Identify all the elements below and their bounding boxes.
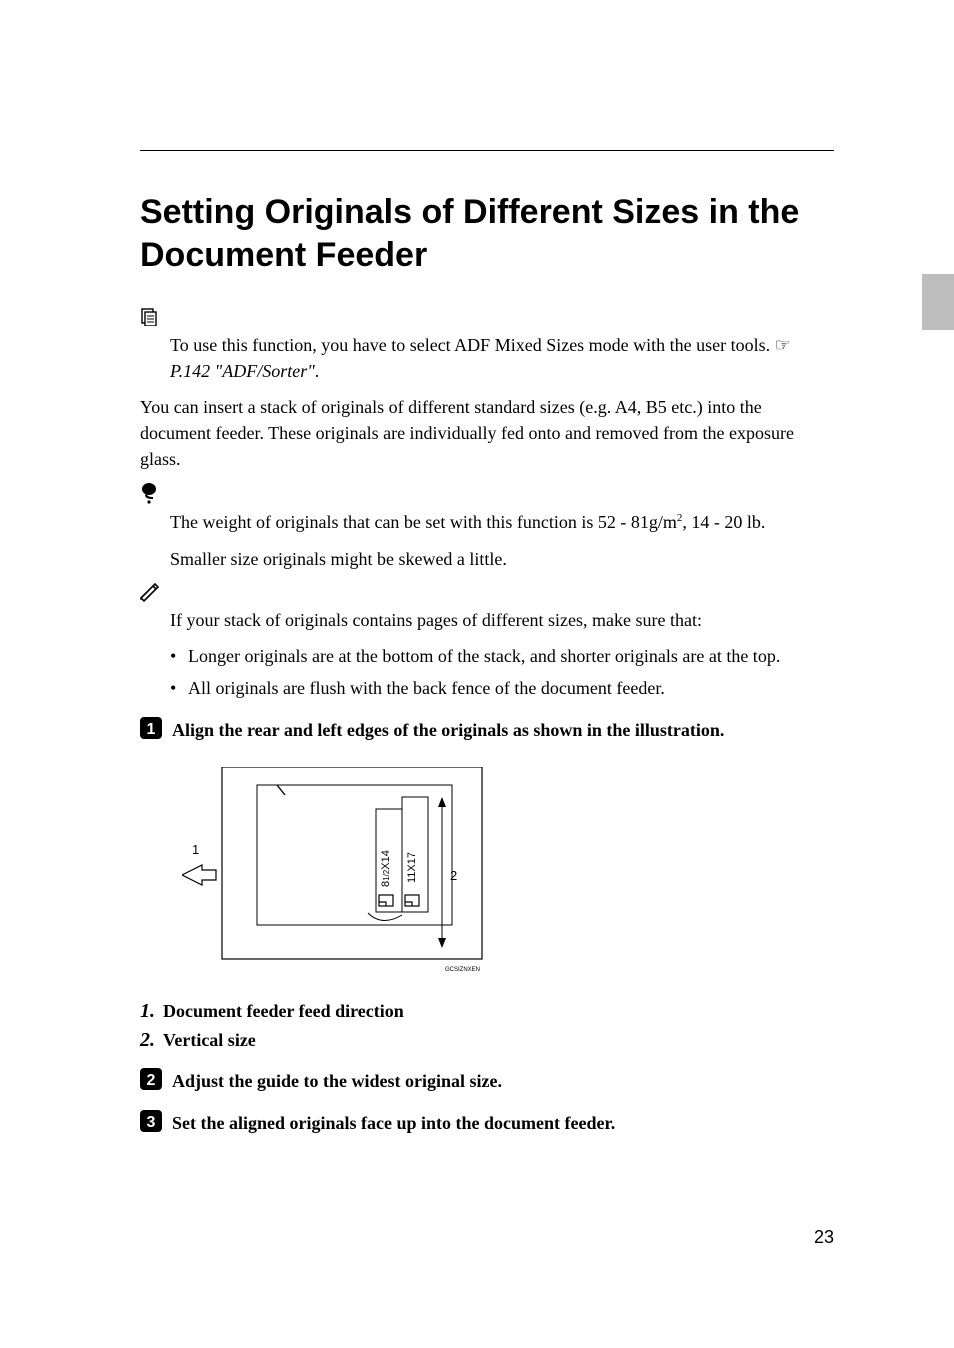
preparation-icon — [140, 308, 158, 326]
page-content: Setting Originals of Different Sizes in … — [0, 0, 954, 1207]
limitation-line2: Smaller size originals might be skewed a… — [170, 546, 834, 572]
limitation-block: The weight of originals that can be set … — [140, 509, 834, 571]
limitation-icon — [140, 482, 158, 500]
note-icon — [140, 582, 158, 600]
step-2-text: Adjust the guide to the widest original … — [172, 1068, 502, 1094]
svg-text:2: 2 — [147, 1072, 156, 1089]
page-number: 23 — [814, 1227, 834, 1248]
legend-num-2: 2. — [140, 1029, 155, 1052]
legend-text-2: Vertical size — [163, 1030, 256, 1051]
legend-text-1: Document feeder feed direction — [163, 1001, 404, 1022]
intro-paragraph: You can insert a stack of originals of d… — [140, 394, 834, 472]
step-3: 3 Set the aligned originals face up into… — [140, 1110, 834, 1136]
note-block: If your stack of originals contains page… — [140, 607, 834, 633]
step-2-icon: 2 — [140, 1068, 162, 1090]
bullet-1: Longer originals are at the bottom of th… — [188, 643, 834, 669]
diag-label-1: 1 — [192, 842, 199, 857]
diag-label-2: 2 — [450, 868, 457, 883]
legend-num-1: 1. — [140, 1000, 155, 1023]
paper-label-2: 11X17 — [406, 852, 418, 883]
step-1-icon: 1 — [140, 717, 162, 739]
step-3-text: Set the aligned originals face up into t… — [172, 1110, 615, 1136]
paper-label-1: 81/2X14 — [380, 850, 392, 887]
preparation-text: To use this function, you have to select… — [140, 332, 834, 384]
step-2: 2 Adjust the guide to the widest origina… — [140, 1068, 834, 1094]
note-intro: If your stack of originals contains page… — [170, 607, 834, 633]
diagram-legend: 1. Document feeder feed direction 2. Ver… — [140, 1000, 834, 1052]
limitation-line1: The weight of originals that can be set … — [170, 509, 834, 535]
step-1: 1 Align the rear and left edges of the o… — [140, 717, 834, 743]
note-bullets: Longer originals are at the bottom of th… — [140, 643, 834, 701]
top-rule — [140, 150, 834, 151]
step-3-icon: 3 — [140, 1110, 162, 1132]
svg-text:3: 3 — [147, 1114, 156, 1131]
step-1-text: Align the rear and left edges of the ori… — [172, 717, 724, 743]
page-title: Setting Originals of Different Sizes in … — [140, 191, 834, 276]
bullet-2: All originals are flush with the back fe… — [188, 675, 834, 701]
svg-text:1: 1 — [147, 721, 156, 738]
diagram-code: GCSIZNXEN — [445, 967, 480, 973]
diagram: 81/2X14 11X17 1 2 GCSIZNXEN — [182, 767, 834, 982]
